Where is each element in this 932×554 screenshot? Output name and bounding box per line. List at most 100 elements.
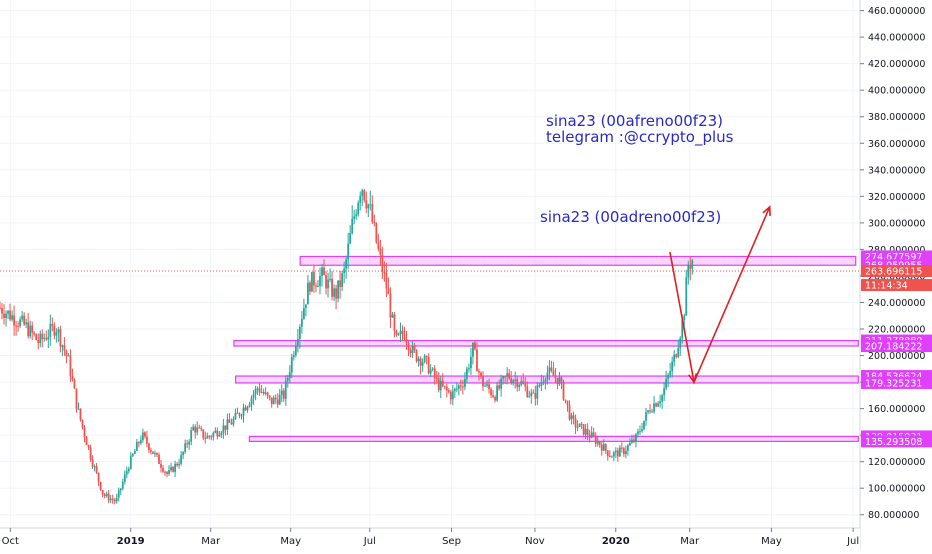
candle-body[interactable] bbox=[663, 388, 666, 396]
candle-body[interactable] bbox=[43, 337, 46, 340]
candle-body[interactable] bbox=[254, 388, 257, 395]
candle-body[interactable] bbox=[665, 378, 668, 389]
candle-body[interactable] bbox=[35, 334, 38, 340]
candle-body[interactable] bbox=[105, 493, 108, 497]
candle-body[interactable] bbox=[447, 390, 450, 393]
candle-body[interactable] bbox=[437, 377, 440, 391]
candle-body[interactable] bbox=[608, 455, 611, 457]
candle-body[interactable] bbox=[311, 271, 313, 292]
candle-body[interactable] bbox=[115, 497, 118, 502]
candle-body[interactable] bbox=[389, 294, 392, 318]
candle-body[interactable] bbox=[620, 447, 623, 449]
candle-body[interactable] bbox=[530, 392, 533, 397]
candle-body[interactable] bbox=[403, 334, 406, 339]
candle-body[interactable] bbox=[629, 442, 631, 446]
candle-body[interactable] bbox=[427, 357, 430, 374]
candle-body[interactable] bbox=[580, 423, 583, 425]
candle-body[interactable] bbox=[582, 424, 585, 435]
candle-body[interactable] bbox=[3, 313, 5, 318]
candle-body[interactable] bbox=[210, 436, 213, 438]
candle-body[interactable] bbox=[560, 377, 563, 382]
candle-body[interactable] bbox=[385, 273, 388, 289]
candle-body[interactable] bbox=[55, 332, 58, 336]
candle-body[interactable] bbox=[669, 371, 672, 375]
candle-body[interactable] bbox=[429, 369, 432, 374]
candle-body[interactable] bbox=[298, 326, 301, 339]
candle-body[interactable] bbox=[29, 325, 32, 337]
candle-body[interactable] bbox=[383, 272, 386, 274]
candle-body[interactable] bbox=[234, 412, 237, 419]
candle-body[interactable] bbox=[17, 325, 20, 327]
candle-body[interactable] bbox=[111, 498, 114, 501]
candle-body[interactable] bbox=[558, 377, 561, 385]
candle-body[interactable] bbox=[604, 444, 607, 451]
candle-body[interactable] bbox=[578, 423, 581, 427]
candle-body[interactable] bbox=[401, 330, 404, 335]
time-axis[interactable] bbox=[0, 528, 860, 550]
candle-body[interactable] bbox=[528, 396, 531, 398]
candle-body[interactable] bbox=[131, 454, 134, 456]
candle-body[interactable] bbox=[683, 315, 686, 320]
candle-body[interactable] bbox=[174, 463, 176, 472]
candle-body[interactable] bbox=[399, 330, 402, 334]
candle-body[interactable] bbox=[73, 379, 76, 389]
candle-body[interactable] bbox=[97, 472, 100, 482]
candle-body[interactable] bbox=[133, 450, 136, 455]
candle-body[interactable] bbox=[484, 385, 486, 387]
candle-body[interactable] bbox=[474, 342, 476, 350]
candle-body[interactable] bbox=[490, 389, 492, 396]
candle-body[interactable] bbox=[214, 430, 217, 433]
candle-body[interactable] bbox=[232, 418, 235, 425]
candle-body[interactable] bbox=[411, 346, 414, 354]
candle-body[interactable] bbox=[361, 190, 364, 196]
candle-body[interactable] bbox=[419, 358, 422, 366]
candle-body[interactable] bbox=[397, 333, 400, 335]
candle-body[interactable] bbox=[208, 436, 211, 438]
candle-body[interactable] bbox=[554, 375, 557, 378]
candle-body[interactable] bbox=[602, 444, 605, 451]
candle-body[interactable] bbox=[433, 368, 436, 378]
candle-body[interactable] bbox=[212, 432, 215, 437]
candle-body[interactable] bbox=[284, 380, 287, 399]
candle-body[interactable] bbox=[329, 278, 331, 280]
candle-body[interactable] bbox=[542, 381, 545, 383]
candle-body[interactable] bbox=[192, 426, 195, 431]
candle-body[interactable] bbox=[0, 307, 1, 309]
candle-body[interactable] bbox=[323, 267, 325, 276]
candle-body[interactable] bbox=[643, 420, 645, 430]
candle-body[interactable] bbox=[186, 443, 189, 445]
candle-body[interactable] bbox=[349, 233, 352, 244]
candle-body[interactable] bbox=[518, 384, 521, 388]
candle-body[interactable] bbox=[508, 373, 511, 379]
candle-body[interactable] bbox=[81, 419, 84, 428]
candle-body[interactable] bbox=[476, 349, 478, 372]
candle-body[interactable] bbox=[260, 391, 263, 393]
candle-body[interactable] bbox=[103, 494, 106, 497]
candle-body[interactable] bbox=[423, 355, 426, 363]
candle-body[interactable] bbox=[631, 439, 633, 443]
candle-body[interactable] bbox=[647, 410, 649, 413]
candle-body[interactable] bbox=[482, 376, 484, 387]
candle-body[interactable] bbox=[244, 407, 247, 411]
candle-body[interactable] bbox=[516, 379, 519, 388]
candle-body[interactable] bbox=[274, 397, 277, 400]
candle-body[interactable] bbox=[606, 450, 609, 456]
candle-body[interactable] bbox=[496, 385, 498, 401]
candle-body[interactable] bbox=[568, 405, 571, 420]
candle-body[interactable] bbox=[345, 259, 348, 269]
candle-body[interactable] bbox=[367, 204, 370, 209]
candle-body[interactable] bbox=[286, 378, 289, 381]
candle-body[interactable] bbox=[226, 419, 229, 430]
candle-body[interactable] bbox=[266, 392, 269, 396]
candle-body[interactable] bbox=[270, 397, 273, 405]
candle-body[interactable] bbox=[256, 388, 259, 390]
candle-body[interactable] bbox=[439, 380, 442, 391]
candle-body[interactable] bbox=[395, 330, 398, 335]
candle-body[interactable] bbox=[425, 355, 428, 358]
candle-body[interactable] bbox=[77, 408, 80, 410]
candle-body[interactable] bbox=[347, 243, 350, 260]
candle-body[interactable] bbox=[248, 404, 251, 407]
candle-body[interactable] bbox=[488, 384, 490, 390]
candle-body[interactable] bbox=[572, 415, 575, 419]
